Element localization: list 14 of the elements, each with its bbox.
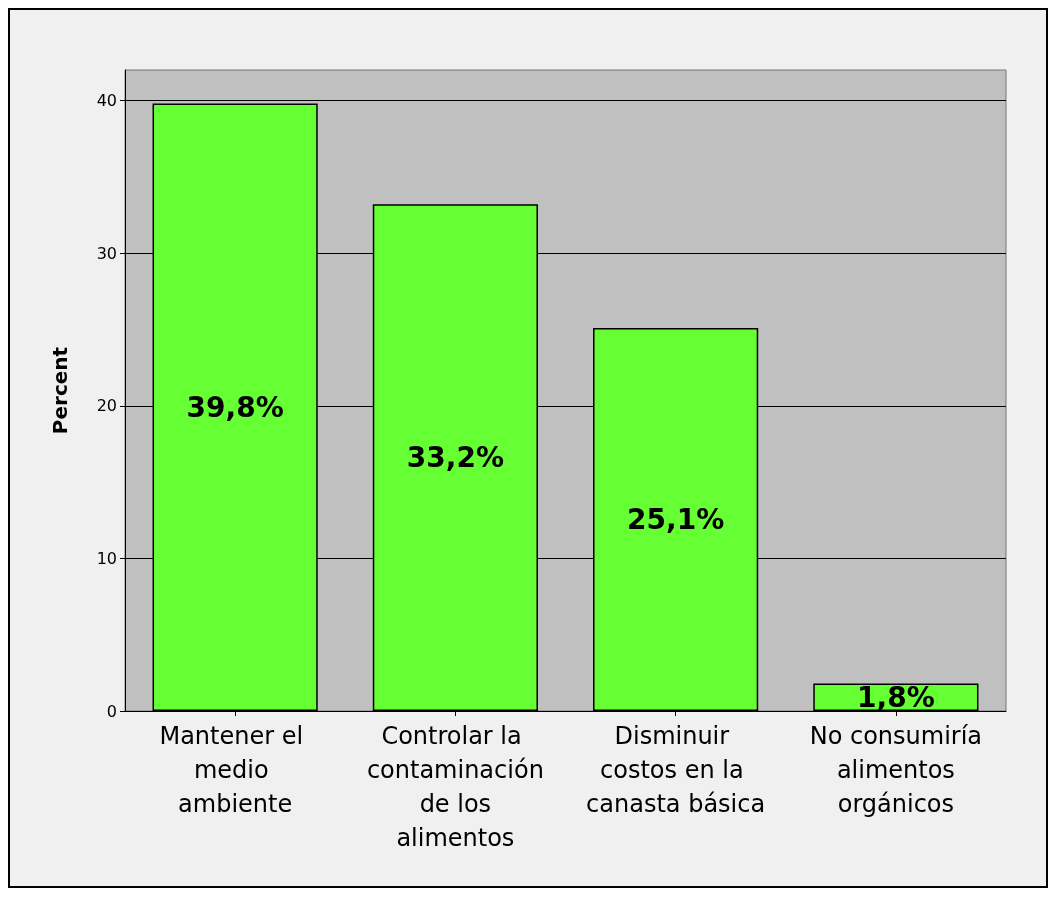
- data-label: 1,8%: [857, 680, 935, 714]
- y-axis-title: Percent: [48, 346, 72, 435]
- x-tick-label: Controlar la contaminación de los alimentos: [366, 722, 544, 852]
- y-tick-label: 0: [106, 701, 117, 721]
- y-tick-label: 30: [96, 243, 117, 263]
- x-tick-label: Disminuir costos en la canasta básica: [586, 722, 766, 818]
- data-label: 33,2%: [406, 441, 504, 475]
- y-tick-label: 10: [96, 548, 117, 568]
- data-label: 39,8%: [186, 390, 284, 424]
- data-label: 25,1%: [627, 502, 725, 536]
- x-tick-label: Mantener el medio ambiente: [159, 722, 311, 818]
- y-tick-label: 40: [96, 91, 117, 111]
- x-tick-label: No consumiría alimentos orgánicos: [809, 722, 983, 818]
- y-tick-label: 20: [96, 396, 117, 416]
